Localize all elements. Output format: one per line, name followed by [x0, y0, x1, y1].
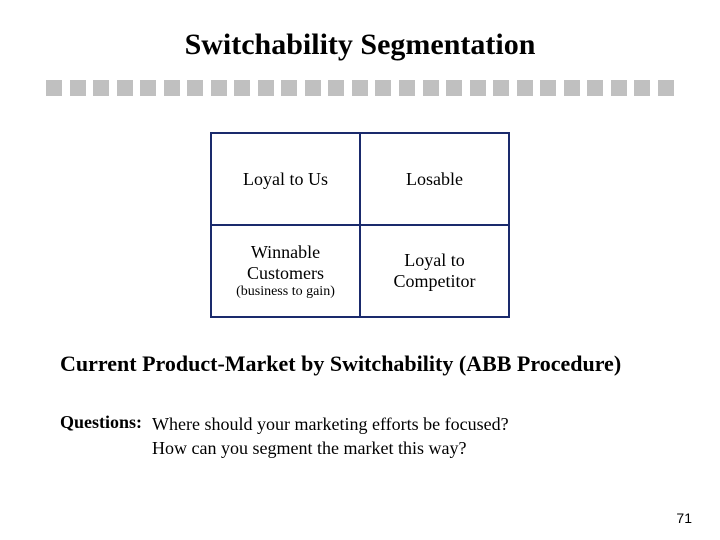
divider-square [328, 80, 344, 96]
divider-square [587, 80, 603, 96]
questions-body: Where should your marketing efforts be f… [152, 412, 509, 461]
divider-square [446, 80, 462, 96]
matrix-cell-loyal-to-us: Loyal to Us [211, 133, 360, 225]
divider-square [611, 80, 627, 96]
divider-square [540, 80, 556, 96]
switchability-matrix: Loyal to Us Losable Winnable Customers (… [210, 132, 510, 318]
divider-square [493, 80, 509, 96]
divider-square [470, 80, 486, 96]
divider-square [517, 80, 533, 96]
questions-label: Questions: [60, 412, 142, 461]
divider-square [375, 80, 391, 96]
question-line-1: Where should your marketing efforts be f… [152, 414, 509, 434]
divider-square [140, 80, 156, 96]
divider-square [46, 80, 62, 96]
divider-square [70, 80, 86, 96]
questions-block: Questions: Where should your marketing e… [60, 412, 660, 461]
divider-square [634, 80, 650, 96]
divider-square [658, 80, 674, 96]
matrix-cell-winnable: Winnable Customers (business to gain) [211, 225, 360, 317]
cell-main: Loyal to Us [243, 169, 328, 189]
matrix-cell-losable: Losable [360, 133, 509, 225]
cell-sub: (business to gain) [216, 284, 355, 300]
divider-square [117, 80, 133, 96]
divider-square [281, 80, 297, 96]
question-line-2: How can you segment the market this way? [152, 438, 466, 458]
cell-main: Losable [406, 169, 463, 189]
divider-square [423, 80, 439, 96]
divider-square [258, 80, 274, 96]
subtitle: Current Product-Market by Switchability … [60, 350, 660, 378]
divider-square [164, 80, 180, 96]
divider-square [234, 80, 250, 96]
divider-square [399, 80, 415, 96]
divider-square [211, 80, 227, 96]
cell-main: Winnable Customers [247, 242, 324, 283]
cell-main: Loyal to Competitor [393, 250, 475, 291]
page-number: 71 [676, 510, 692, 526]
divider-square [352, 80, 368, 96]
matrix-cell-loyal-competitor: Loyal to Competitor [360, 225, 509, 317]
divider-square [564, 80, 580, 96]
divider-square [305, 80, 321, 96]
divider-row [40, 80, 680, 96]
divider-square [187, 80, 203, 96]
slide-title: Switchability Segmentation [40, 28, 680, 62]
slide: Switchability Segmentation Loyal to Us L… [0, 0, 720, 540]
divider-square [93, 80, 109, 96]
